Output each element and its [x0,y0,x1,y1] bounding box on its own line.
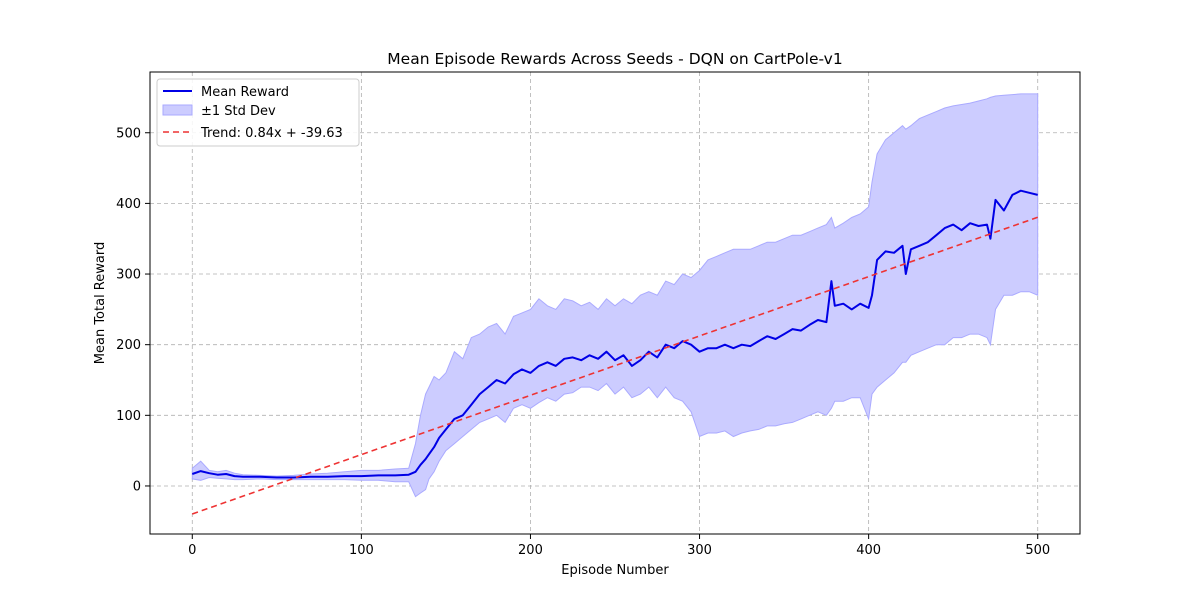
y-tick-label: 500 [116,126,141,141]
x-tick-label: 0 [188,543,196,558]
y-axis-label: Mean Total Reward [93,242,108,364]
plot-frame [149,71,1081,535]
chart-title: Mean Episode Rewards Across Seeds - DQN … [387,50,842,68]
y-axis: 0 100 200 300 400 500 [116,126,150,494]
x-tick-label: 300 [687,543,712,558]
legend-box [156,78,360,147]
legend-swatch-band [162,104,193,116]
x-axis: 0 100 200 300 400 500 [188,534,1050,558]
x-tick-label: 100 [349,543,374,558]
legend: Mean Reward ±1 Std Dev Trend: 0.84x + -3… [156,78,360,147]
y-tick-label: 200 [116,338,141,353]
legend-label-band: ±1 Std Dev [201,104,276,119]
legend-label-trend: Trend: 0.84x + -39.63 [200,126,343,141]
mean-reward-line [191,189,1038,479]
x-tick-label: 200 [518,543,543,558]
x-tick-label: 500 [1025,543,1050,558]
std-dev-band [191,93,1039,498]
y-tick-label: 100 [116,409,141,424]
x-tick-label: 400 [856,543,881,558]
legend-label-mean: Mean Reward [201,85,289,100]
y-tick-label: 0 [133,479,141,494]
y-tick-label: 300 [116,268,141,283]
y-tick-label: 400 [116,197,141,212]
x-axis-label: Episode Number [561,563,669,578]
